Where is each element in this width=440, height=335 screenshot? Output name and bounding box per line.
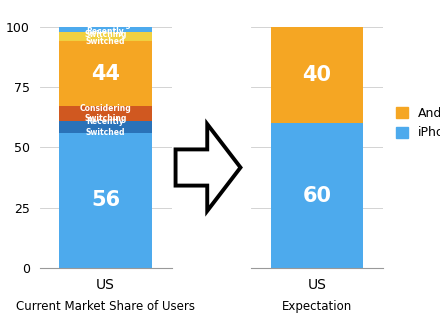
Bar: [59, 107, 152, 121]
Bar: [59, 31, 152, 41]
X-axis label: Expectation: Expectation: [282, 300, 352, 313]
Bar: [59, 27, 152, 31]
Text: 60: 60: [302, 186, 331, 206]
Bar: [271, 123, 363, 268]
X-axis label: Current Market Share of Users: Current Market Share of Users: [16, 300, 195, 313]
Text: Recently
Switched: Recently Switched: [86, 27, 125, 46]
Text: 40: 40: [302, 65, 331, 85]
Bar: [271, 27, 363, 123]
Bar: [59, 41, 152, 107]
Text: 56: 56: [91, 191, 120, 210]
Text: Recently
Switched: Recently Switched: [86, 117, 125, 137]
Bar: [59, 121, 152, 133]
Legend: Android, iPhone: Android, iPhone: [396, 107, 440, 139]
Text: 44: 44: [91, 64, 120, 84]
Text: Considering
Switching: Considering Switching: [80, 19, 132, 39]
FancyArrow shape: [176, 124, 241, 211]
Bar: [59, 133, 152, 268]
Text: Considering
Switching: Considering Switching: [80, 104, 132, 123]
